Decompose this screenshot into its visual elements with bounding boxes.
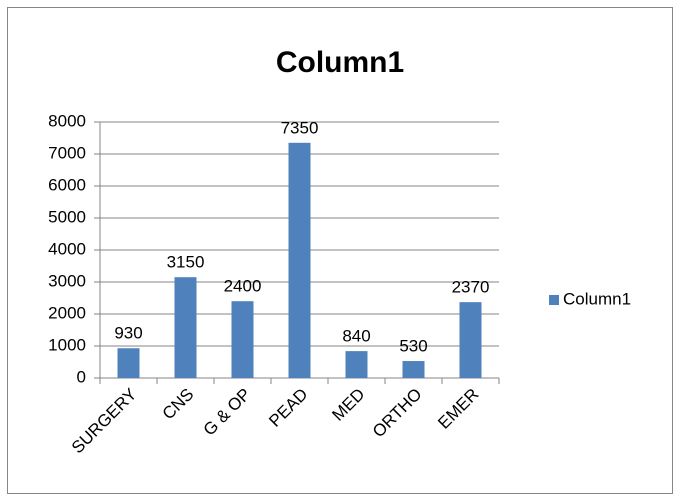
data-label: 2370 <box>452 278 490 297</box>
bar <box>231 301 254 378</box>
y-tick-label: 4000 <box>48 239 86 258</box>
bar <box>117 348 140 378</box>
data-label: 3150 <box>167 253 205 272</box>
data-label: 840 <box>342 327 370 346</box>
y-tick-label: 3000 <box>48 271 86 290</box>
legend-swatch <box>549 295 559 305</box>
data-label: 930 <box>114 324 142 343</box>
y-tick-label: 7000 <box>48 143 86 162</box>
bar <box>288 142 311 378</box>
data-label: 530 <box>399 337 427 356</box>
y-tick-label: 8000 <box>48 111 86 130</box>
bar <box>459 302 482 378</box>
data-label: 2400 <box>224 277 262 296</box>
bar <box>402 361 425 378</box>
y-tick-label: 6000 <box>48 175 86 194</box>
y-tick-label: 0 <box>77 367 86 386</box>
y-tick-label: 2000 <box>48 303 86 322</box>
bar <box>174 277 197 378</box>
legend-label: Column1 <box>563 289 631 308</box>
y-tick-label: 5000 <box>48 207 86 226</box>
bar <box>345 351 368 378</box>
chart-title: Column1 <box>276 46 404 79</box>
y-tick-label: 1000 <box>48 335 86 354</box>
data-label: 7350 <box>281 118 319 137</box>
